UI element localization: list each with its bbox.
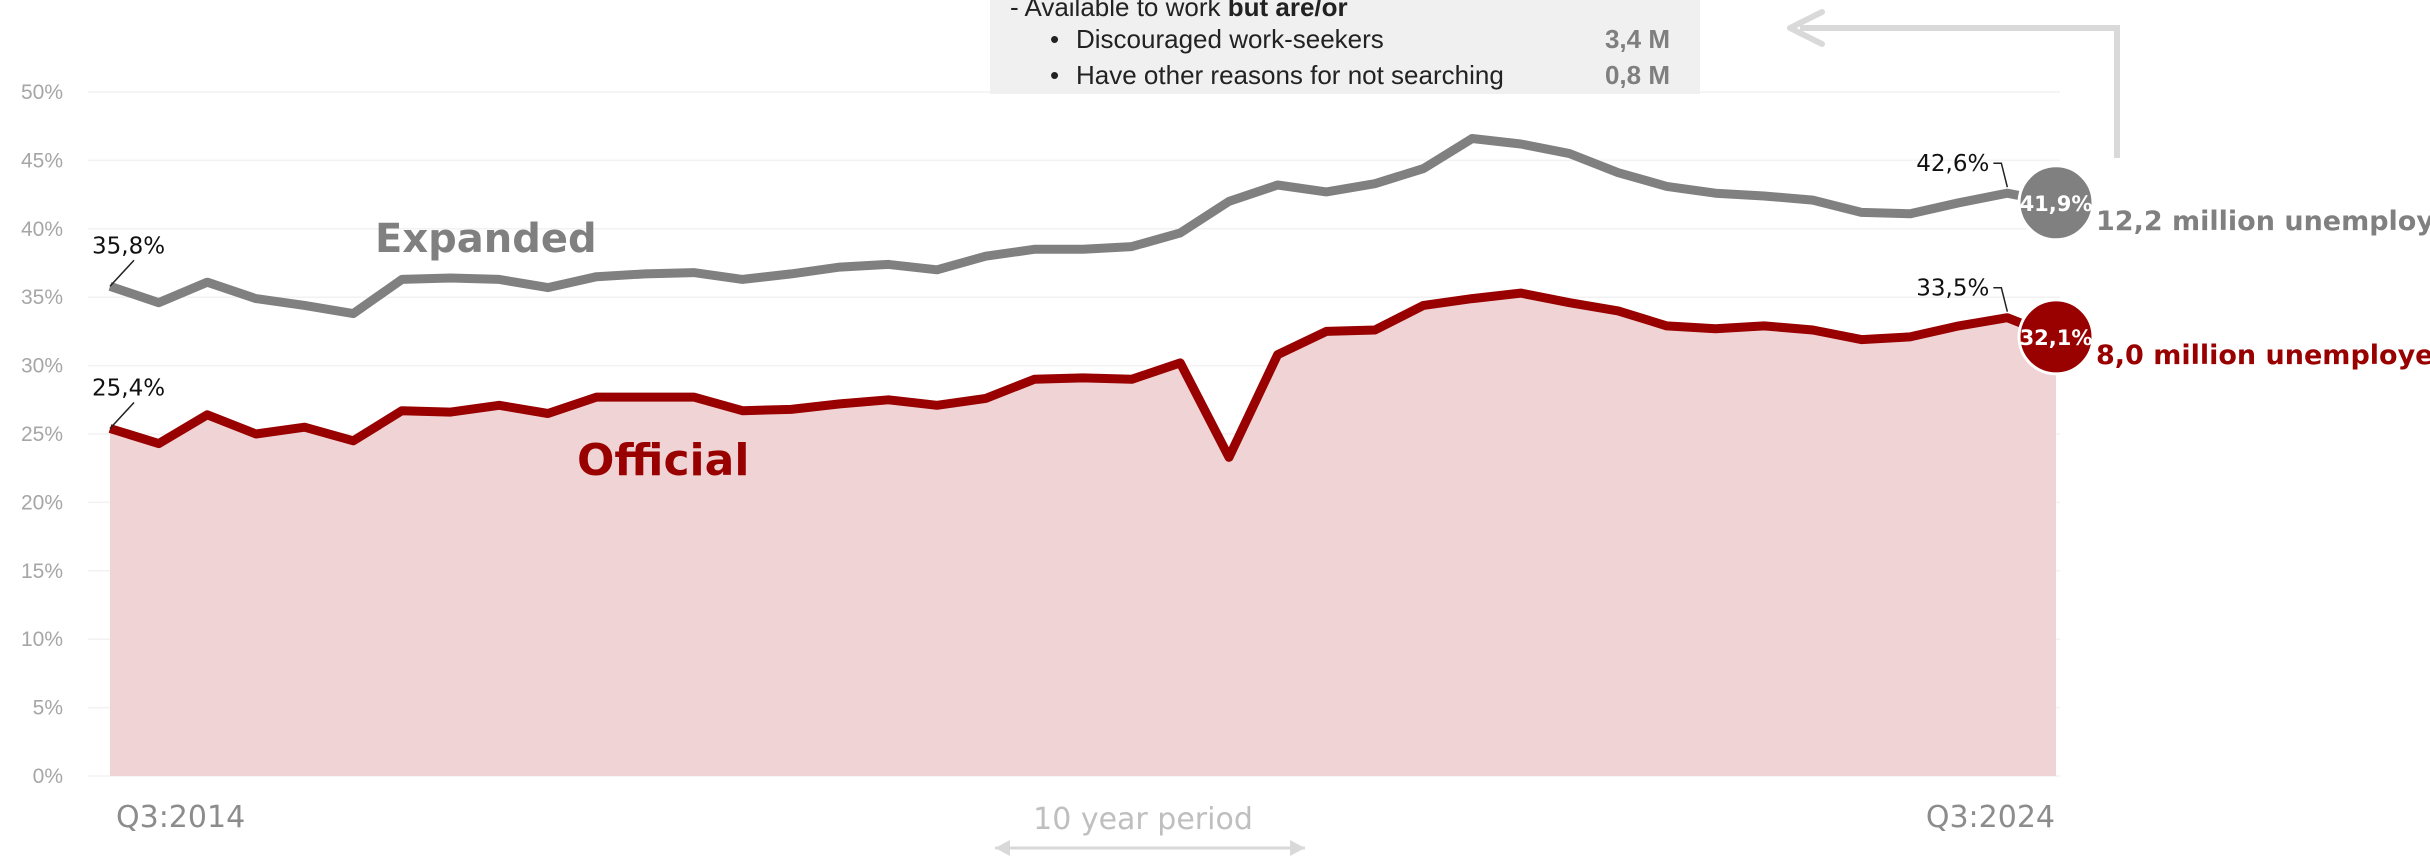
official-start-leader: [109, 402, 135, 430]
official-last-leader: [1993, 286, 2009, 312]
y-tick-label: 25%: [21, 423, 63, 446]
official-line: [108, 288, 2058, 462]
expanded-start-label: 35,8%: [92, 233, 165, 259]
y-tick-label: 30%: [21, 355, 63, 378]
annotations: Expanded Official 35,8% 25,4% 42,6% 33,5% 41,9…: [92, 151, 2430, 486]
y-axis: 0% 5% 10% 15% 20% 25% 30% 35% 40% 45% 50%: [21, 81, 63, 788]
official-end-value: 32,1%: [2020, 326, 2093, 350]
y-tick-label: 0%: [33, 765, 63, 788]
expanded-line: [108, 134, 2057, 319]
bullet: •: [1050, 24, 1060, 54]
y-tick-label: 45%: [21, 149, 63, 172]
expanded-start-leader: [109, 259, 135, 287]
y-tick-label: 10%: [21, 628, 63, 651]
expanded-last-leader: [1993, 162, 2009, 188]
y-tick-label: 40%: [21, 218, 63, 241]
info-box: - Available to work but are/or • Discour…: [990, 0, 1700, 94]
y-tick-label: 5%: [33, 697, 63, 720]
x-tick-last: Q3:2024: [1926, 800, 2055, 835]
official-note: 8,0 million unemployed: [2096, 340, 2430, 371]
official-end-bubble: [2017, 298, 2095, 376]
expanded-end-value: 41,9%: [2020, 192, 2093, 216]
official-start-label: 25,4%: [92, 376, 165, 402]
official-area: [110, 293, 2056, 776]
connector-arrow: [1787, 9, 2120, 158]
official-series-label: Official: [577, 435, 749, 486]
expanded-last-label: 42,6%: [1916, 151, 1989, 177]
expanded-end-bubble: [2017, 164, 2095, 242]
y-tick-label: 35%: [21, 286, 63, 309]
official-last-label: 33,5%: [1916, 276, 1989, 302]
x-tick-first: Q3:2014: [116, 800, 245, 835]
y-tick-label: 15%: [21, 560, 63, 583]
period-arrow: [995, 840, 1305, 856]
period-label: 10 year period: [1033, 802, 1253, 837]
info-box-header: - Available to work but are/or: [1010, 0, 1348, 22]
y-tick-label: 20%: [21, 491, 63, 514]
x-axis: Q3:2014 Q3:2024 10 year period: [116, 800, 2055, 856]
expanded-note: 12,2 million unemployed: [2096, 206, 2430, 237]
bullet: •: [1050, 60, 1060, 90]
y-tick-label: 50%: [21, 81, 63, 104]
expanded-series-label: Expanded: [375, 216, 597, 262]
